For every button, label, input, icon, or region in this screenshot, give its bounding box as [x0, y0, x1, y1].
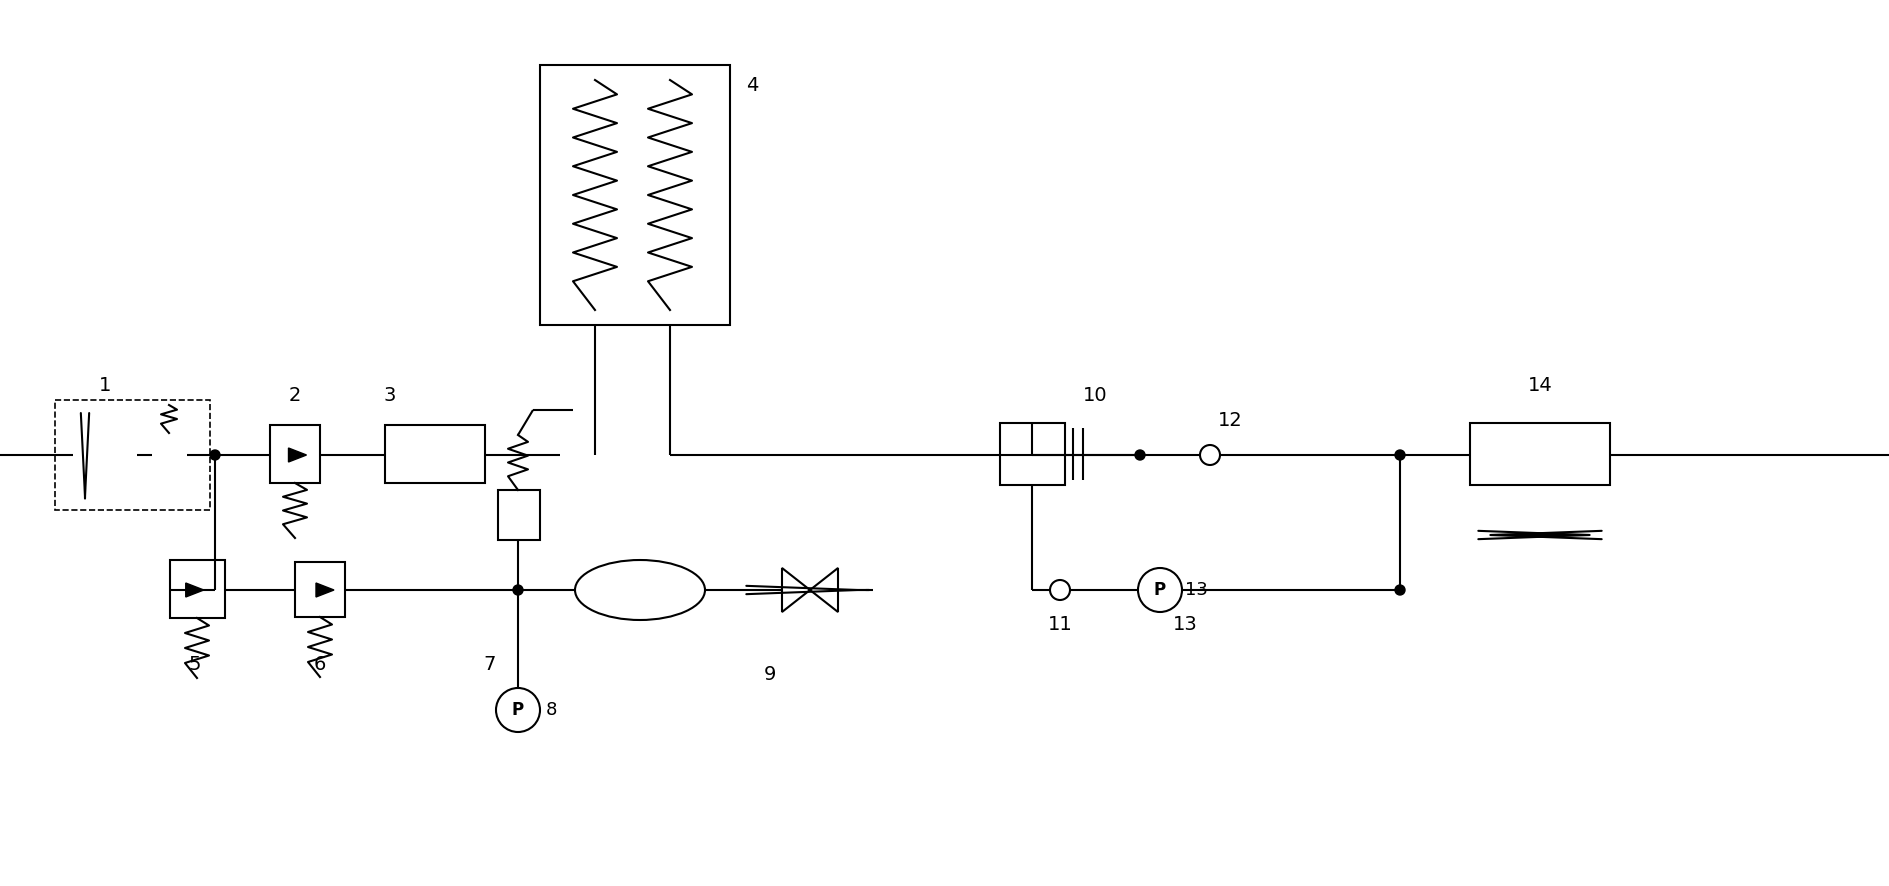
Text: 13: 13 [1184, 581, 1207, 599]
Polygon shape [185, 583, 204, 597]
Circle shape [210, 450, 219, 460]
Text: 6: 6 [314, 656, 327, 674]
Text: 5: 5 [189, 656, 202, 674]
Text: 1: 1 [98, 376, 111, 394]
Text: P: P [512, 701, 523, 719]
Text: 2: 2 [289, 385, 300, 405]
Circle shape [1050, 580, 1069, 600]
Bar [270, 425, 319, 483]
Polygon shape [315, 583, 334, 597]
Circle shape [1137, 568, 1183, 612]
Bar [295, 562, 346, 617]
Text: 3: 3 [383, 385, 397, 405]
Polygon shape [782, 568, 810, 612]
Polygon shape [810, 568, 839, 612]
Text: 7: 7 [484, 656, 497, 674]
Ellipse shape [574, 560, 705, 620]
Text: 4: 4 [746, 75, 757, 95]
Text: P: P [1154, 581, 1166, 599]
Text: 13: 13 [1173, 616, 1198, 634]
Text: 11: 11 [1048, 616, 1073, 634]
Text: 12: 12 [1218, 410, 1243, 430]
Polygon shape [289, 448, 306, 462]
Bar [55, 400, 210, 510]
Circle shape [1394, 450, 1405, 460]
Text: 14: 14 [1528, 376, 1553, 394]
Bar [499, 490, 540, 540]
Circle shape [514, 585, 523, 595]
Circle shape [1135, 450, 1145, 460]
Circle shape [1394, 585, 1405, 595]
Bar [385, 425, 485, 483]
Text: 8: 8 [546, 701, 557, 719]
Circle shape [1200, 445, 1220, 465]
Polygon shape [74, 423, 138, 487]
Bar [170, 560, 225, 618]
Bar [1470, 423, 1609, 485]
Bar [999, 423, 1065, 485]
Text: 10: 10 [1082, 385, 1107, 405]
Text: 9: 9 [763, 665, 776, 685]
Bar [540, 65, 729, 325]
Bar [151, 433, 187, 477]
Circle shape [497, 688, 540, 732]
